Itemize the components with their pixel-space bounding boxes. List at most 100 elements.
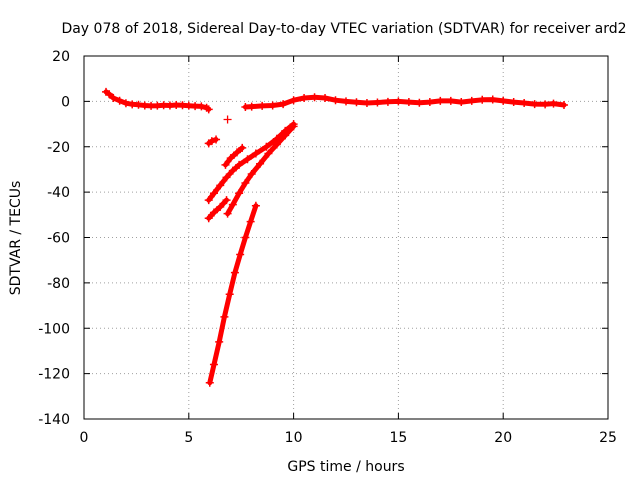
y-tick-label: -80	[47, 276, 70, 292]
data-point	[289, 122, 298, 131]
x-tick-label: 5	[184, 430, 193, 446]
data-point	[457, 98, 466, 107]
data-point	[272, 140, 281, 149]
y-tick-labels: -140 -120 -100 -80 -60 -40 -20 0 20	[38, 49, 70, 428]
data-point	[243, 155, 252, 164]
data-point	[321, 93, 330, 102]
series-arc-b	[221, 143, 247, 169]
data-point	[105, 90, 114, 99]
chart-title: Day 078 of 2018, Sidereal Day-to-day VTE…	[61, 21, 626, 37]
data-point	[209, 360, 218, 369]
data-point	[228, 200, 237, 209]
data-point	[204, 196, 213, 205]
data-point	[109, 93, 118, 102]
data-point	[362, 98, 371, 107]
plot-frame	[83, 55, 609, 420]
y-tick-label: -120	[38, 367, 70, 383]
y-axis-label: SDTVAR / TECUs	[8, 181, 24, 296]
data-point	[268, 101, 277, 110]
series-path	[206, 197, 229, 221]
y-tick-label: -140	[38, 412, 70, 428]
data-point	[212, 135, 221, 144]
data-point	[204, 214, 213, 223]
data-point	[264, 149, 273, 158]
data-point	[541, 100, 550, 109]
x-axis-label: GPS time / hours	[287, 459, 404, 475]
y-tick-label: -40	[47, 185, 70, 201]
y-tick-label: -60	[47, 231, 70, 247]
data-point	[235, 160, 244, 169]
data-point	[220, 312, 229, 321]
data-point	[251, 149, 260, 158]
data-point	[216, 202, 225, 211]
data-point	[281, 131, 290, 140]
data-point	[204, 105, 213, 114]
data-point	[262, 142, 271, 151]
data-point	[121, 99, 130, 108]
data-point	[256, 159, 265, 168]
series-arc-d	[223, 122, 298, 218]
data-series	[102, 87, 568, 387]
y-tick-label: 20	[52, 49, 70, 65]
data-point	[241, 233, 250, 242]
data-point	[415, 98, 424, 107]
data-point	[509, 98, 518, 107]
data-point	[478, 95, 487, 104]
data-point	[209, 208, 218, 217]
data-point	[559, 101, 568, 110]
data-point	[549, 99, 558, 108]
series-path	[225, 123, 297, 217]
series-path	[223, 145, 245, 168]
data-point	[251, 201, 260, 210]
data-point	[436, 96, 445, 105]
data-point	[235, 189, 244, 198]
x-tick-label: 20	[494, 430, 512, 446]
y-tick-label: -20	[47, 140, 70, 156]
x-tick-label: 25	[599, 430, 617, 446]
data-point	[394, 97, 403, 106]
series-baseline-late	[241, 93, 568, 112]
data-point	[230, 268, 239, 277]
data-point	[425, 98, 434, 107]
series-path	[206, 121, 297, 203]
data-point	[222, 173, 231, 182]
x-tick-label: 0	[80, 430, 89, 446]
data-point	[530, 100, 539, 109]
data-point	[289, 96, 298, 105]
data-point	[247, 102, 256, 111]
data-point	[331, 96, 340, 105]
data-point	[207, 137, 216, 146]
data-point	[488, 95, 497, 104]
data-point	[228, 166, 237, 175]
data-point	[115, 96, 124, 105]
data-point	[236, 250, 245, 259]
y-tick-label: 0	[61, 94, 70, 110]
data-point	[246, 217, 255, 226]
x-tick-label: 15	[389, 430, 407, 446]
data-point	[352, 98, 361, 107]
data-point	[205, 378, 214, 387]
data-point	[258, 101, 267, 110]
data-point	[383, 97, 392, 106]
x-tick-labels: 0 5 10 15 20 25	[80, 430, 617, 446]
data-point	[233, 148, 242, 157]
data-point	[310, 93, 319, 102]
series-arc-e	[205, 201, 260, 387]
data-point	[225, 290, 234, 299]
data-point	[221, 160, 230, 169]
data-point	[446, 96, 455, 105]
data-point	[241, 179, 250, 188]
data-point	[373, 98, 382, 107]
data-point	[226, 154, 235, 163]
data-point	[197, 102, 206, 111]
data-point	[223, 209, 232, 218]
data-point	[215, 337, 224, 346]
data-point	[222, 196, 231, 205]
data-point	[499, 96, 508, 105]
data-point	[247, 169, 256, 178]
data-point	[404, 98, 413, 107]
y-tick-label: -100	[38, 321, 70, 337]
data-point	[467, 96, 476, 105]
